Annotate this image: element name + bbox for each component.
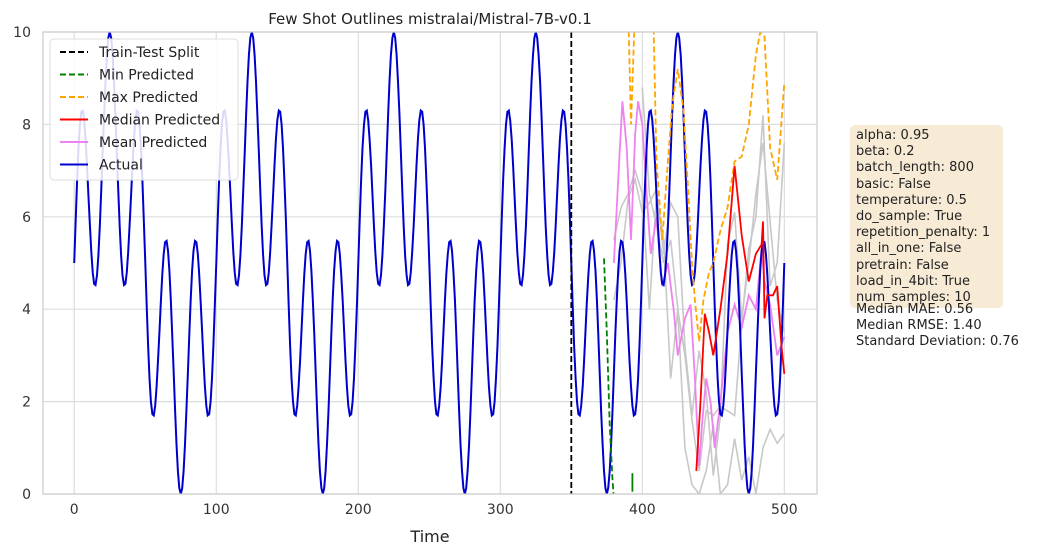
- x-tick-label: 400: [629, 502, 656, 518]
- legend-label: Train-Test Split: [98, 45, 200, 61]
- legend-label: Actual: [99, 158, 143, 174]
- parameter-line: do_sample: True: [856, 209, 963, 224]
- x-tick-label: 500: [771, 502, 798, 518]
- x-tick-label: 200: [345, 502, 372, 518]
- statistic-line: Standard Deviation: 0.76: [856, 334, 1019, 350]
- x-tick-label: 0: [70, 502, 79, 518]
- legend-label: Max Predicted: [99, 90, 198, 106]
- parameter-line: alpha: 0.95: [856, 128, 930, 143]
- y-tick-label: 8: [22, 117, 31, 133]
- sample-path: [613, 142, 786, 476]
- mean-predicted-line: [613, 101, 786, 467]
- legend-label: Mean Predicted: [99, 135, 207, 151]
- parameter-line: batch_length: 800: [856, 160, 974, 176]
- parameter-line: load_in_4bit: True: [856, 273, 970, 289]
- legend-label: Min Predicted: [99, 68, 194, 84]
- chart-title: Few Shot Outlines mistralai/Mistral-7B-v…: [268, 10, 592, 28]
- parameter-line: all_in_one: False: [856, 241, 962, 257]
- parameter-line: temperature: 0.5: [856, 192, 967, 208]
- x-tick-label: 100: [203, 502, 230, 518]
- plot-frame: [42, 31, 818, 495]
- actual-line: [73, 32, 786, 494]
- sample-path: [613, 167, 785, 494]
- median-predicted-line: [695, 165, 786, 471]
- y-tick-label: 10: [13, 25, 31, 41]
- parameter-line: pretrain: False: [856, 257, 949, 273]
- x-axis-label: Time: [409, 527, 449, 546]
- x-tick-label: 300: [487, 502, 514, 518]
- parameters-box: [850, 125, 1003, 308]
- parameter-line: beta: 0.2: [856, 144, 915, 160]
- statistic-line: Median MAE: 0.56: [856, 302, 974, 317]
- y-tick-label: 2: [22, 395, 31, 411]
- y-tick-label: 6: [22, 210, 31, 226]
- parameter-line: num_samples: 10: [856, 290, 971, 305]
- min-predicted-line: [603, 258, 615, 494]
- y-tick-label: 4: [22, 302, 31, 318]
- statistic-line: Median RMSE: 1.40: [856, 318, 982, 334]
- parameter-line: basic: False: [856, 176, 931, 192]
- series-layer: [73, 32, 786, 494]
- y-tick-label: 0: [22, 487, 31, 503]
- legend: Train-Test Split Min Predicted Max Predict…: [49, 38, 239, 181]
- max-predicted-line: [627, 32, 786, 342]
- legend-label: Median Predicted: [99, 113, 220, 129]
- legend-box: [49, 38, 239, 181]
- tick-labels: 0 100 200 300 400 500 0 2 4 6 8 10: [13, 25, 798, 518]
- parameter-line: repetition_penalty: 1: [856, 225, 991, 241]
